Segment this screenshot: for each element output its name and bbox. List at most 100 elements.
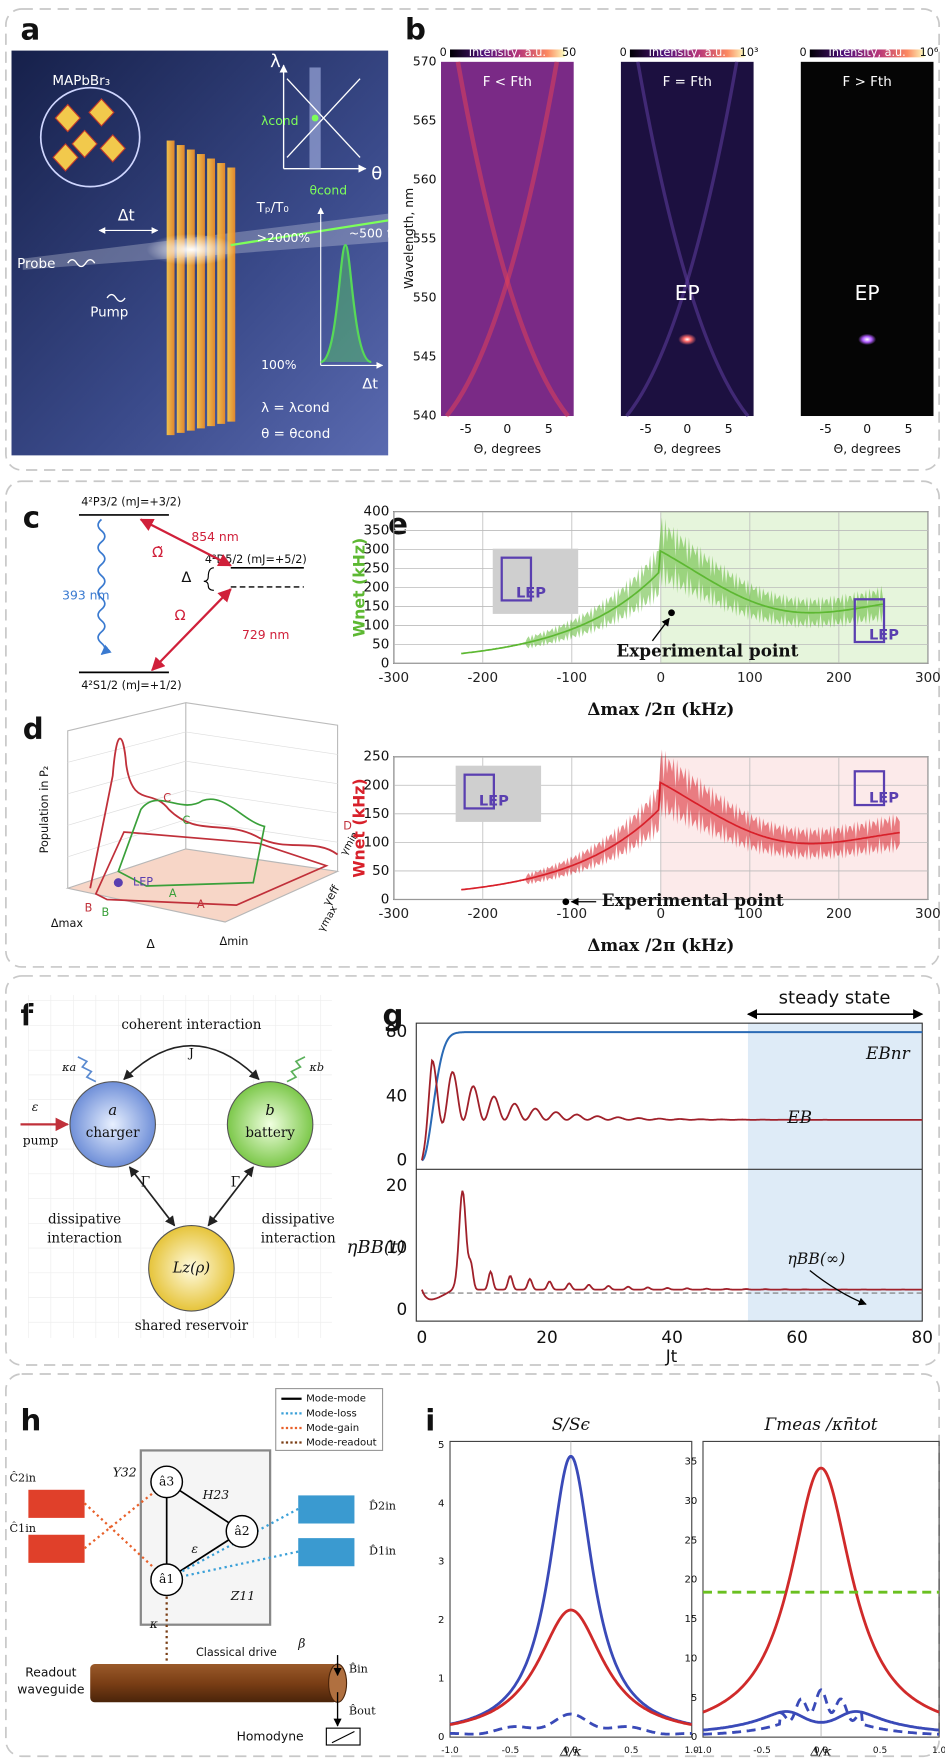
label: κ — [149, 1617, 158, 1631]
label: dissipative — [262, 1211, 335, 1227]
label: θ = θcond — [261, 426, 330, 442]
point-label: C — [163, 791, 171, 804]
panel-label: e — [388, 507, 408, 541]
x-tick-label: -1.0 — [441, 1746, 459, 1756]
label: Lz(ρ) — [172, 1259, 211, 1276]
y-tick-label: 550 — [413, 290, 437, 304]
colorbar-label: Intensity, a.u. — [469, 46, 546, 59]
map-title: F < Fth — [483, 74, 532, 90]
beam-spot — [146, 234, 236, 265]
brace — [204, 568, 214, 590]
y-tick-label: 0 — [397, 1149, 408, 1169]
label: 854 nm — [191, 530, 238, 544]
label: Wnet (kHz) — [350, 538, 369, 637]
label: Tₚ/T₀ — [256, 200, 289, 216]
label: Y32 — [113, 1465, 137, 1479]
y-tick-label: 250 — [364, 749, 390, 765]
colorbar-tick: 0 — [620, 46, 627, 59]
label: 4²S1/2 (mJ=+1/2) — [81, 679, 181, 692]
legend-label: Mode-loss — [306, 1408, 357, 1419]
y-tick-label: 0 — [381, 891, 390, 907]
label: θ — [371, 163, 382, 184]
label: â3 — [159, 1474, 174, 1488]
colorbar-tick: 10⁶ — [920, 46, 939, 59]
label: λ — [270, 51, 281, 72]
x-tick-label: 200 — [826, 670, 852, 686]
label: Probe — [17, 256, 55, 272]
figure: aMAPbBr₃ProbePumpΔtλθλcondθcondTₚ/T₀>200… — [0, 0, 945, 1763]
y-tick-label: 400 — [364, 504, 390, 520]
label: a — [108, 1102, 117, 1119]
x-tick-label: -200 — [468, 906, 499, 922]
grating-bar — [177, 145, 185, 433]
x-tick-label: 5 — [905, 422, 913, 436]
red-transition — [152, 589, 231, 670]
y-tick-label: 35 — [684, 1457, 697, 1468]
x-tick-label: 300 — [915, 670, 941, 686]
panel-label: d — [23, 712, 44, 746]
x-axis-label: Θ, degrees — [654, 442, 721, 456]
y-tick-label: 5 — [438, 1440, 444, 1451]
x-tick-label: 5 — [545, 422, 553, 436]
lep-point — [114, 878, 123, 887]
label: Experimental point — [602, 890, 784, 910]
label: H23 — [202, 1488, 230, 1502]
y-tick-label: 0 — [381, 655, 390, 671]
colorbar-tick: 50 — [562, 46, 576, 59]
steady-shade — [748, 1023, 922, 1321]
loss-wave — [78, 1057, 96, 1082]
y-tick-label: 80 — [386, 1021, 407, 1041]
label: Homodyne — [237, 1730, 304, 1744]
grating-bar — [207, 159, 215, 427]
x-tick-label: 5 — [725, 422, 733, 436]
y-tick-label: 565 — [413, 113, 437, 127]
label: waveguide — [17, 1682, 84, 1696]
label: Readout — [25, 1666, 76, 1680]
label: charger — [86, 1125, 140, 1141]
label: Ω — [175, 607, 186, 624]
label: Wnet (kHz) — [350, 778, 369, 877]
y-tick-label: 20 — [386, 1175, 407, 1195]
label: θcond — [309, 184, 347, 198]
grid-line — [186, 732, 338, 754]
label: γeff — [320, 883, 342, 908]
label: Population in P₂ — [38, 766, 51, 854]
y-tick-label: 0 — [691, 1732, 697, 1743]
label: B̂in — [349, 1663, 368, 1676]
waveguide — [90, 1664, 337, 1702]
label: Δt — [118, 205, 135, 224]
point-label: B — [101, 906, 109, 919]
label: interaction — [47, 1231, 122, 1247]
ep-spot — [678, 334, 696, 345]
uv-transition — [98, 519, 105, 654]
experimental-point — [668, 609, 675, 616]
label: ε — [191, 1542, 198, 1556]
label: LEP — [133, 876, 153, 889]
label: Ĉ2in — [9, 1471, 36, 1485]
label: Δmin — [220, 935, 249, 948]
x-axis-label: Θ, degrees — [474, 442, 541, 456]
label: EB — [786, 1107, 812, 1127]
label: D̂2in — [369, 1500, 396, 1513]
label: 393 nm — [62, 588, 109, 602]
panel-label: h — [21, 1403, 42, 1437]
x-tick-label: -100 — [557, 906, 588, 922]
label: MAPbBr₃ — [52, 73, 110, 89]
label: Classical drive — [196, 1646, 277, 1659]
label: ηBB(∞) — [787, 1249, 845, 1268]
y-tick-label: 540 — [413, 409, 437, 423]
label: J — [187, 1046, 194, 1060]
x-tick-label: 20 — [536, 1327, 557, 1347]
legend-label: Mode-gain — [306, 1423, 359, 1434]
x-tick-label: 0 — [503, 422, 511, 436]
grating-bar — [167, 141, 175, 436]
label: Δt — [362, 376, 378, 393]
line — [130, 1167, 175, 1225]
x-tick-label: 40 — [661, 1327, 682, 1347]
x-axis-label: Θ, degrees — [833, 442, 900, 456]
label: γmax — [316, 904, 340, 934]
y-tick-label: 15 — [684, 1614, 697, 1625]
label: interaction — [261, 1231, 336, 1247]
y-tick-label: 50 — [372, 636, 389, 652]
label: dissipative — [48, 1211, 121, 1227]
